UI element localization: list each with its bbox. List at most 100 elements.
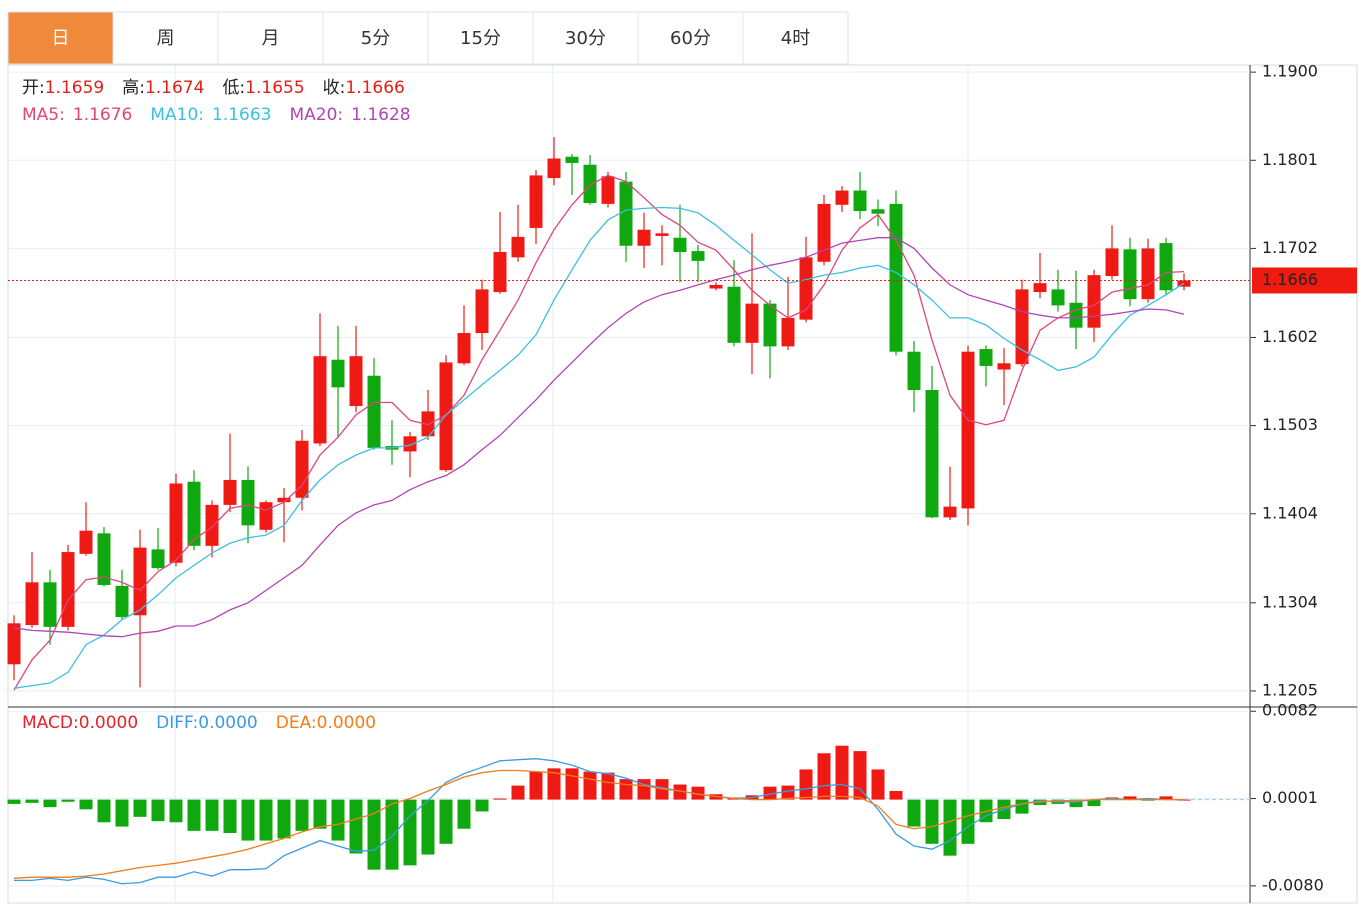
tab-label[interactable]: 60分	[670, 28, 711, 49]
legend-name: MACD:	[22, 713, 79, 733]
macd-legend: MACD:0.0000 DIFF:0.0000 DEA:0.0000	[22, 713, 376, 733]
tab-bar: 日 周 月 5分 15分 30分 60分 4时	[7, 11, 849, 65]
candle-body	[493, 251, 507, 293]
macd-bar	[619, 779, 633, 800]
tab-label[interactable]: 日	[52, 28, 70, 49]
candle-body	[889, 203, 903, 352]
candle-body	[799, 257, 813, 320]
tab-label[interactable]: 5分	[361, 28, 390, 49]
macd-bar	[1123, 796, 1137, 800]
y-tick-label: 0.0001	[1262, 788, 1318, 807]
candle-body	[205, 504, 219, 546]
candle-body	[817, 203, 831, 262]
candle-body	[727, 286, 741, 343]
legend-name: MA5:	[22, 105, 65, 125]
indicator-line	[13, 769, 1184, 879]
candle-body	[763, 303, 777, 347]
ohlc-value: 1.1659	[45, 78, 104, 98]
candle-body	[313, 356, 327, 444]
macd-bar	[1015, 799, 1029, 814]
tab-label[interactable]: 30分	[565, 28, 606, 49]
candle-body	[1033, 283, 1047, 293]
tab[interactable]	[7, 11, 114, 65]
y-tick-label: 1.1503	[1262, 415, 1318, 434]
candle-body	[511, 236, 525, 258]
macd-bar	[961, 799, 975, 844]
candle-body	[133, 547, 147, 616]
ohlc-label: 低:	[222, 78, 245, 98]
macd-bar	[1087, 799, 1101, 807]
candle-body	[223, 479, 237, 505]
y-tick-label: 1.1304	[1262, 592, 1318, 611]
y-tick-label: -0.0080	[1262, 875, 1324, 894]
candle-body	[403, 436, 417, 452]
macd-bar	[187, 799, 201, 831]
indicator-line	[13, 174, 1185, 691]
macd-bar	[43, 799, 57, 808]
candle-body	[907, 351, 921, 391]
macd-bar	[223, 799, 237, 834]
candle-body	[979, 349, 993, 366]
candle-body	[529, 175, 543, 228]
macd-bar	[457, 799, 471, 829]
candle-body	[583, 164, 597, 204]
chart-frame	[7, 64, 1358, 904]
candle-body	[295, 440, 309, 498]
tab-label[interactable]: 15分	[460, 28, 501, 49]
tab-label[interactable]: 周	[157, 28, 175, 49]
macd-bar	[781, 785, 795, 800]
candle-body	[943, 506, 957, 518]
candle-body	[349, 356, 363, 407]
macd-bar	[601, 772, 615, 800]
ohlc-value: 1.1655	[245, 78, 304, 98]
legend-name: DIFF:	[156, 713, 198, 733]
candle-body	[1051, 289, 1065, 306]
candle-body	[331, 359, 345, 388]
ohlc-value: 1.1666	[345, 78, 404, 98]
macd-bar	[169, 799, 183, 823]
tab-label[interactable]: 月	[262, 28, 280, 49]
macd-bar	[79, 799, 93, 810]
tab[interactable]	[742, 11, 849, 65]
tab[interactable]	[532, 11, 639, 65]
price-pane: 1.1900 1.1801 1.1702 1.1602 1.1503 1.1404 1.13…	[7, 62, 1357, 699]
candle-body	[745, 303, 759, 343]
candle-body	[637, 229, 651, 246]
legend-value: 0.0000	[317, 713, 376, 733]
macd-bar	[475, 799, 489, 812]
macd-bar	[511, 785, 525, 800]
candle-body	[709, 284, 723, 289]
macd-bar	[367, 799, 381, 870]
candle-body	[1141, 248, 1155, 300]
candle-body	[79, 530, 93, 554]
macd-bar	[763, 786, 777, 800]
ohlc-label: 收:	[323, 78, 346, 98]
macd-bar	[331, 799, 345, 841]
tab-label[interactable]: 4时	[781, 28, 810, 49]
tab[interactable]	[322, 11, 429, 65]
candle-body	[871, 209, 885, 214]
legend-name: DEA:	[276, 713, 317, 733]
ohlc-label: 开:	[22, 78, 45, 98]
macd-bar	[565, 768, 579, 800]
tab[interactable]	[427, 11, 534, 65]
legend-name: MA20:	[289, 105, 343, 125]
macd-bar	[547, 768, 561, 800]
candle-body	[1087, 275, 1101, 328]
tab[interactable]	[637, 11, 744, 65]
candle-body	[1123, 249, 1137, 300]
macd-bar	[205, 799, 219, 831]
macd-bar	[853, 751, 867, 800]
candle-body	[1015, 289, 1029, 365]
tab[interactable]	[112, 11, 219, 65]
candle-body	[1069, 302, 1083, 328]
y-tick-label: 1.1900	[1262, 62, 1318, 81]
candle-body	[259, 502, 273, 530]
macd-bar	[799, 769, 813, 800]
macd-bar	[1069, 799, 1083, 808]
last-price-label: 1.1666	[1262, 270, 1318, 289]
ohlc-info: 开:1.1659 高:1.1674 低:1.1655 收:1.1666	[22, 78, 405, 98]
